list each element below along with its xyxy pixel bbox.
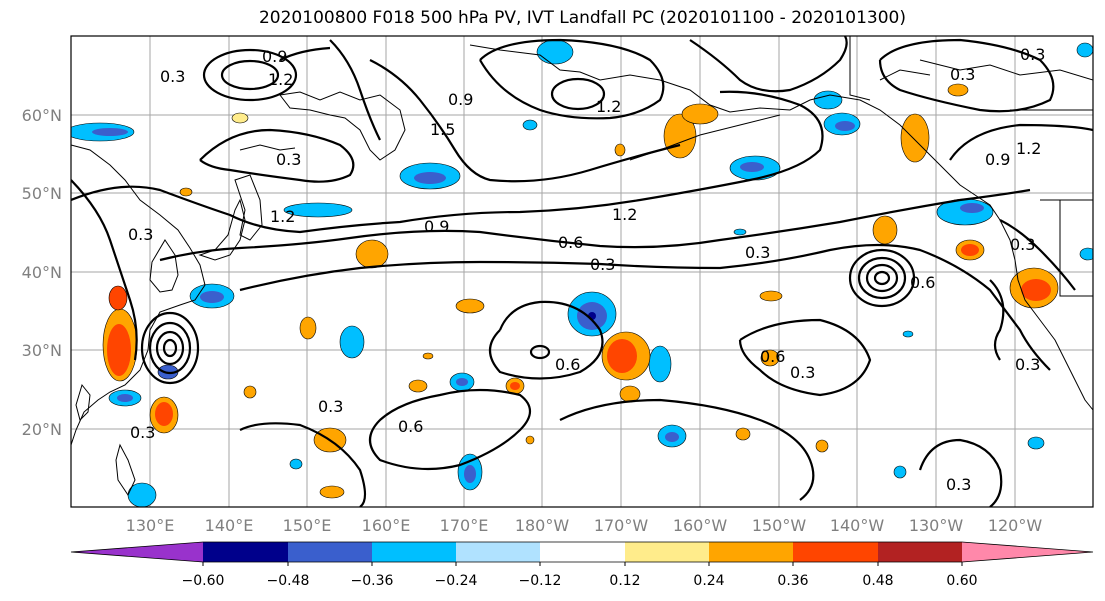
contour-labels: 0.3 0.9 1.2 1.5 0.3 0.9 1.2 0.9 0.6 0.3 … [128,45,1045,494]
svg-text:1.2: 1.2 [270,207,295,226]
svg-text:120°W: 120°W [988,516,1043,535]
colorbar-tick: 0.24 [693,573,724,589]
svg-text:0.3: 0.3 [590,255,615,274]
lat-label-60n: 60°N [22,106,62,125]
lat-label-20n: 20°N [22,420,62,439]
colorbar-tick: 0.12 [609,573,640,589]
svg-text:170°E: 170°E [440,516,489,535]
svg-text:0.3: 0.3 [128,225,153,244]
lat-label-50n: 50°N [22,184,62,203]
map-frame [70,35,1094,508]
svg-text:130°E: 130°E [126,516,175,535]
svg-text:140°W: 140°W [830,516,885,535]
svg-text:0.3: 0.3 [276,150,301,169]
svg-text:150°E: 150°E [283,516,332,535]
svg-text:0.3: 0.3 [946,475,971,494]
svg-text:0.3: 0.3 [1020,45,1045,64]
svg-text:1.2: 1.2 [1016,139,1041,158]
svg-text:0.9: 0.9 [424,217,449,236]
svg-text:1.2: 1.2 [268,70,293,89]
svg-text:1.2: 1.2 [596,97,621,116]
svg-text:0.3: 0.3 [790,363,815,382]
svg-text:0.6: 0.6 [398,417,423,436]
colorbar-tick: 0.60 [946,573,977,589]
colorbar-tick: −0.48 [267,573,310,589]
coastlines [71,36,1093,497]
colorbar-tick: 0.48 [862,573,893,589]
svg-text:170°W: 170°W [594,516,649,535]
svg-text:0.9: 0.9 [985,150,1010,169]
map-panel: 0.3 0.9 1.2 1.5 0.3 0.9 1.2 0.9 0.6 0.3 … [22,35,1094,535]
colorbar-ticks: −0.60 −0.48 −0.36 −0.24 −0.12 0.12 0.24 … [182,573,978,589]
svg-text:0.6: 0.6 [555,355,580,374]
colorbar-tick: −0.24 [435,573,478,589]
svg-text:0.6: 0.6 [760,347,785,366]
svg-text:0.3: 0.3 [318,397,343,416]
svg-text:160°W: 160°W [673,516,728,535]
colorbar-tick: −0.60 [182,573,225,589]
svg-text:0.3: 0.3 [1010,235,1035,254]
latitude-labels: 60°N 50°N 40°N 30°N 20°N [22,106,62,439]
svg-text:0.9: 0.9 [448,90,473,109]
svg-text:0.6: 0.6 [910,273,935,292]
svg-text:0.3: 0.3 [130,423,155,442]
svg-text:0.9: 0.9 [262,47,287,66]
svg-text:0.6: 0.6 [558,233,583,252]
svg-text:0.3: 0.3 [950,65,975,84]
longitude-labels: 130°E 140°E 150°E 160°E 170°E 180°W 170°… [126,516,1043,535]
colorbar-tick: −0.36 [351,573,394,589]
colorbar-tick: 0.36 [777,573,808,589]
pv-contours [71,36,1093,507]
svg-text:0.3: 0.3 [160,67,185,86]
svg-text:130°W: 130°W [909,516,964,535]
graticule [71,36,1093,507]
svg-text:150°W: 150°W [752,516,807,535]
map-title: 2020100800 F018 500 hPa PV, IVT Landfall… [258,8,906,28]
ivt-shading [71,39,1093,507]
svg-text:180°W: 180°W [515,516,570,535]
lat-label-30n: 30°N [22,341,62,360]
svg-text:160°E: 160°E [362,516,411,535]
lat-label-40n: 40°N [22,263,62,282]
svg-text:0.3: 0.3 [745,243,770,262]
colorbar-tick: −0.12 [519,573,562,589]
svg-text:1.5: 1.5 [430,120,455,139]
svg-text:140°E: 140°E [205,516,254,535]
svg-text:1.2: 1.2 [612,205,637,224]
svg-text:0.3: 0.3 [1015,355,1040,374]
